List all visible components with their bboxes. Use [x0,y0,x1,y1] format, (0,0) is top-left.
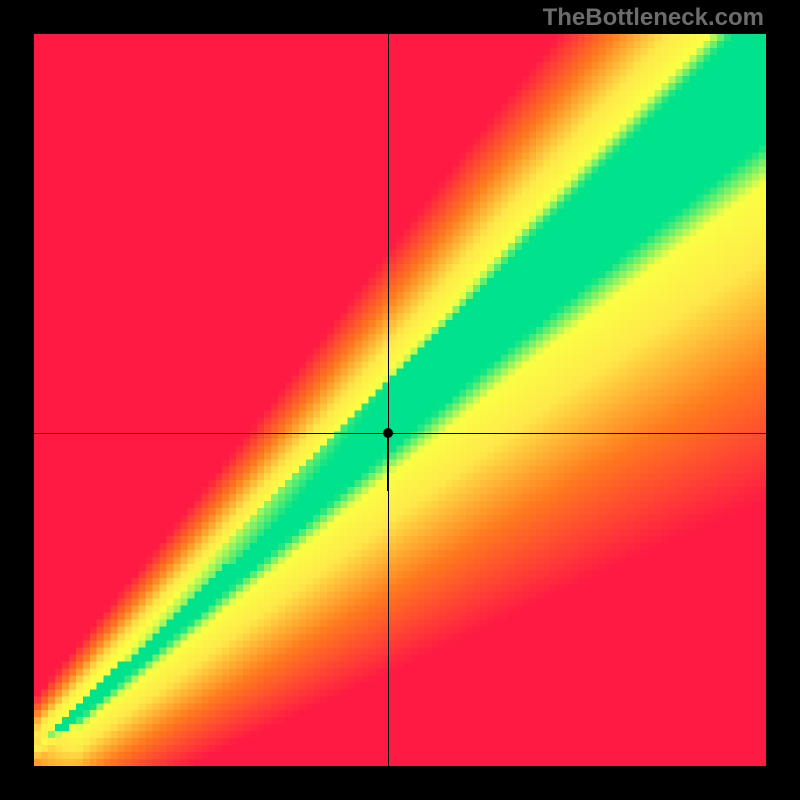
marker-dot [383,428,393,438]
chart-outer-frame: TheBottleneck.com [0,0,800,800]
crosshair-vertical [388,34,389,766]
heatmap-canvas [34,34,766,766]
plot-area [34,34,766,766]
watermark-text: TheBottleneck.com [543,4,764,32]
crosshair-vertical-stub [387,433,389,492]
crosshair-horizontal [34,433,766,434]
